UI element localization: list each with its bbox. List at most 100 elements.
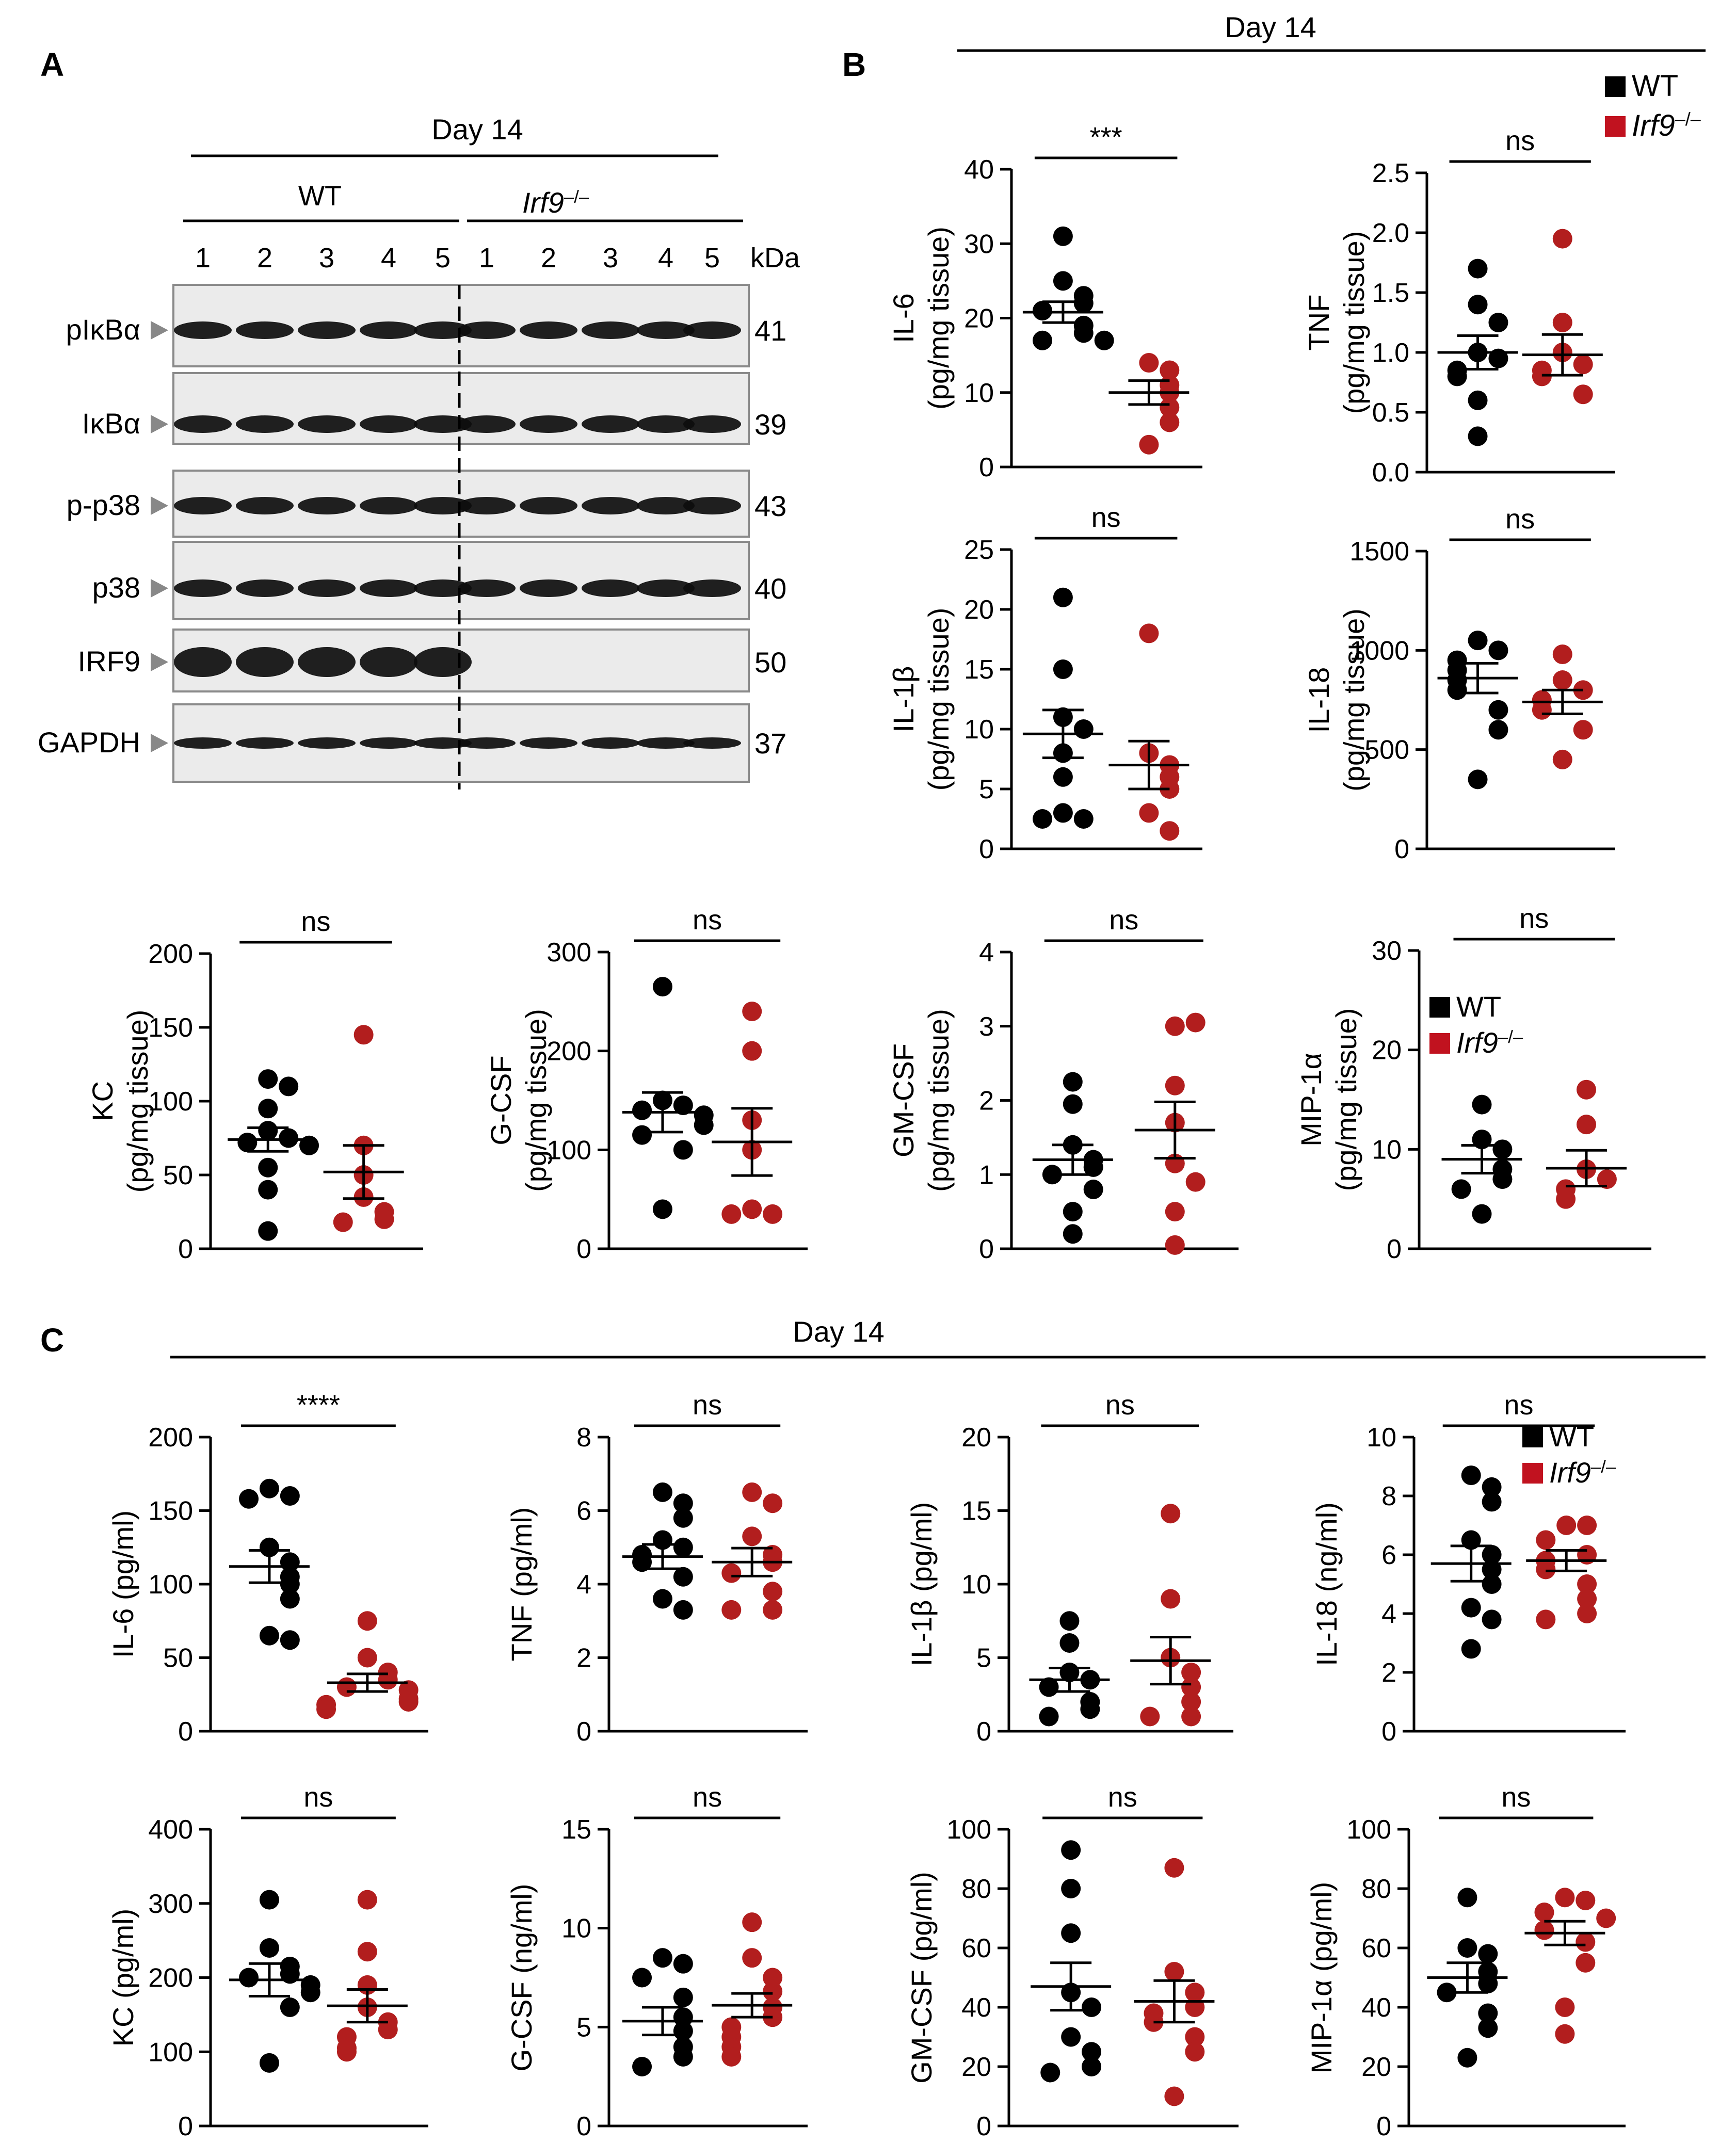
y-tick-label: 6 — [576, 1496, 591, 1526]
section-b-day-label: Day 14 — [1225, 11, 1316, 43]
y-tick-label: 10 — [1372, 1135, 1402, 1165]
ko-point — [763, 1582, 783, 1602]
y-tick-label: 100 — [1346, 1815, 1391, 1845]
wt-point — [1040, 2063, 1060, 2083]
blot-wt-label: WT — [298, 181, 342, 212]
y-tick-label: 20 — [961, 2052, 991, 2082]
legend-wt-label: WT — [1549, 1420, 1594, 1453]
wt-point — [1059, 1633, 1080, 1653]
blot-kda-value: 43 — [754, 490, 786, 522]
ko-point — [1161, 1589, 1181, 1609]
y-axis-label-line1: MIP-1α — [1295, 1053, 1327, 1147]
y-axis-label-line1: TNF — [1303, 295, 1335, 351]
wt-point — [1468, 631, 1488, 651]
blot-row-2: IκBα 39 — [82, 372, 786, 445]
wt-point — [1094, 330, 1114, 350]
ko-point — [1185, 2042, 1205, 2062]
y-tick-label: 50 — [163, 1643, 193, 1673]
y-tick-label: 4 — [979, 938, 994, 968]
wt-point — [673, 1567, 693, 1587]
significance-label: ns — [1501, 1782, 1531, 1813]
y-tick-label: 5 — [979, 775, 994, 804]
ko-point — [1573, 355, 1593, 375]
ko-point — [333, 1212, 353, 1232]
significance-label: ns — [1109, 905, 1138, 936]
legend-ko-label-name: Irf9 — [1549, 1456, 1591, 1489]
legend-wt-swatch — [1605, 76, 1626, 97]
ko-point — [1185, 1983, 1205, 2003]
blot-band — [683, 321, 741, 339]
ko-point — [1160, 397, 1180, 417]
y-tick-label: 500 — [1364, 735, 1409, 765]
blot-band — [458, 579, 516, 597]
blot-band — [520, 415, 577, 433]
y-tick-label: 150 — [148, 1013, 193, 1043]
wt-point — [1461, 1639, 1481, 1659]
lane-number-3: 3 — [319, 243, 334, 273]
blot-band — [360, 737, 417, 749]
chart-c_tnf: 0 2 4 6 8 TNF (pg/ml) ns — [505, 1390, 808, 1747]
chart-b_il6: 0 10 20 30 40 IL-6 (pg/mg tissue) *** — [887, 122, 1202, 482]
y-tick-label: 0 — [976, 2112, 991, 2141]
y-tick-label: 0.0 — [1372, 458, 1409, 488]
wt-point — [652, 1482, 672, 1502]
y-axis-label-line2: (pg/mg tissue) — [520, 1009, 552, 1192]
wt-point — [673, 1954, 693, 1974]
ko-point — [1577, 1589, 1597, 1609]
legend-ko-label: Irf9–/– — [1456, 1026, 1523, 1059]
y-axis-label: G-CSF (ng/ml) — [505, 1884, 538, 2072]
wt-point — [1061, 1840, 1081, 1860]
blot-band — [236, 579, 294, 597]
y-tick-label: 1.0 — [1372, 338, 1409, 368]
wt-point — [258, 1099, 278, 1119]
y-tick-label: 2 — [1381, 1658, 1396, 1688]
y-tick-label: 15 — [964, 655, 994, 685]
y-tick-label: 20 — [961, 1423, 991, 1453]
wt-point — [280, 1486, 300, 1506]
blot-band — [236, 647, 294, 677]
wt-point — [1482, 1477, 1502, 1497]
ko-point — [742, 1002, 762, 1021]
lane-number-8: 3 — [603, 243, 618, 273]
panel-letter-c: C — [40, 1322, 65, 1359]
ko-point — [1577, 1574, 1597, 1594]
y-tick-label: 80 — [961, 1874, 991, 1904]
y-tick-label: 0 — [576, 1717, 591, 1747]
blot-arrow-icon — [151, 653, 168, 671]
ko-point — [1552, 670, 1572, 690]
ko-point — [357, 1648, 377, 1668]
wt-point — [1447, 680, 1467, 700]
y-axis-label: TNF (pg/ml) — [505, 1507, 538, 1662]
blot-band — [520, 497, 577, 514]
ko-point — [357, 1890, 377, 1910]
y-tick-label: 200 — [148, 939, 193, 969]
y-tick-label: 0.5 — [1372, 398, 1409, 428]
wt-point — [1482, 1545, 1502, 1565]
y-tick-label: 20 — [964, 595, 994, 625]
ko-point — [1165, 1075, 1185, 1095]
blot-arrow-icon — [151, 734, 168, 752]
ko-point — [1576, 1891, 1596, 1910]
blot-row-6: GAPDH 37 — [38, 703, 786, 783]
ko-point — [763, 1600, 783, 1620]
wt-point — [280, 1997, 300, 2017]
y-tick-label: 30 — [1372, 936, 1402, 966]
wt-point — [279, 1076, 299, 1097]
legend-ko-label: Irf9–/– — [1549, 1456, 1616, 1489]
ko-point — [1185, 1172, 1205, 1192]
chart-b_gmcsf: 0 1 2 3 4 GM-CSF (pg/mg tissue) ns — [887, 905, 1239, 1264]
wt-point — [1053, 271, 1073, 291]
blot-band — [236, 737, 294, 749]
y-tick-label: 20 — [1372, 1036, 1402, 1066]
wt-point — [1457, 1888, 1477, 1908]
wt-point — [1083, 1157, 1103, 1177]
wt-point — [1073, 809, 1094, 829]
y-tick-label: 300 — [148, 1889, 193, 1919]
y-axis-label-line1: KC — [86, 1081, 119, 1121]
y-tick-label: 6 — [1381, 1540, 1396, 1570]
wt-point — [1468, 259, 1488, 279]
significance-label: ns — [693, 1782, 722, 1813]
y-tick-label: 0 — [178, 1234, 193, 1264]
ko-point — [1181, 1663, 1201, 1682]
